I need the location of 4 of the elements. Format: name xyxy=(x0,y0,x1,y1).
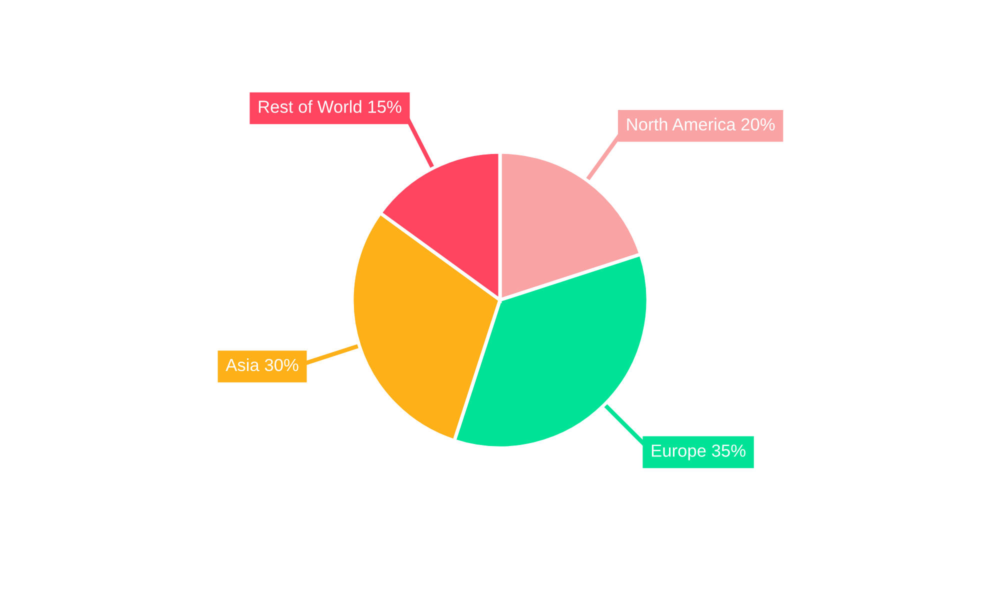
slice-label: North America 20% xyxy=(627,118,775,131)
slice-label: Rest of World 15% xyxy=(258,100,402,113)
slice-label: Europe 35% xyxy=(652,444,746,460)
slice-label: Asia 30% xyxy=(226,358,298,372)
